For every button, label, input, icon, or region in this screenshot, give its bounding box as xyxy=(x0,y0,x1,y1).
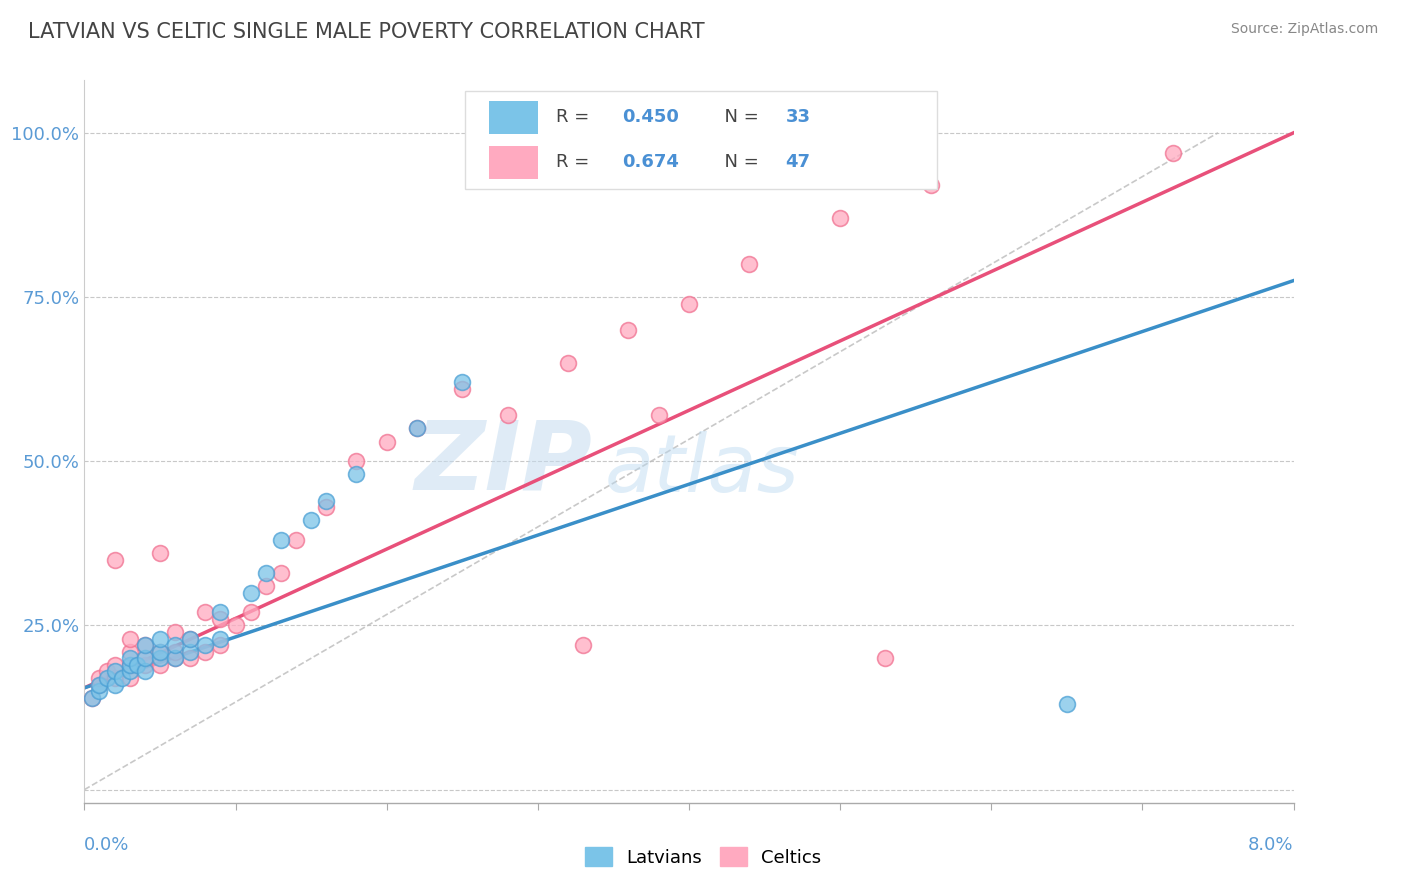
Point xyxy=(920,178,942,193)
Point xyxy=(149,657,172,672)
Point xyxy=(875,651,897,665)
Point xyxy=(134,638,156,652)
Point xyxy=(118,671,141,685)
Point xyxy=(209,612,232,626)
Point xyxy=(346,467,368,482)
Point xyxy=(254,579,277,593)
Point xyxy=(179,651,201,665)
Point xyxy=(104,553,127,567)
Point xyxy=(179,645,201,659)
Point xyxy=(165,638,187,652)
Point xyxy=(165,651,187,665)
Point xyxy=(118,657,141,672)
Point xyxy=(165,651,187,665)
Point xyxy=(209,638,232,652)
Point xyxy=(118,657,141,672)
Text: 0.0%: 0.0% xyxy=(84,836,129,854)
Text: 0.674: 0.674 xyxy=(623,153,679,171)
Point xyxy=(617,323,640,337)
Point xyxy=(96,665,118,679)
Text: LATVIAN VS CELTIC SINGLE MALE POVERTY CORRELATION CHART: LATVIAN VS CELTIC SINGLE MALE POVERTY CO… xyxy=(28,22,704,42)
Point xyxy=(496,409,519,423)
Point xyxy=(118,632,141,646)
Point xyxy=(179,632,201,646)
Point xyxy=(375,434,398,449)
Point xyxy=(225,618,247,632)
Point xyxy=(89,671,111,685)
Point xyxy=(315,500,337,515)
Point xyxy=(557,356,579,370)
Text: N =: N = xyxy=(713,108,765,127)
FancyBboxPatch shape xyxy=(489,146,538,178)
Point xyxy=(80,690,103,705)
Text: 47: 47 xyxy=(786,153,811,171)
Point xyxy=(149,645,172,659)
Point xyxy=(270,566,292,580)
Point xyxy=(89,677,111,691)
Point xyxy=(270,533,292,547)
Point xyxy=(134,657,156,672)
Point xyxy=(118,665,141,679)
Point xyxy=(830,211,852,226)
Point xyxy=(285,533,308,547)
Point xyxy=(134,665,156,679)
Point xyxy=(104,671,127,685)
Text: R =: R = xyxy=(555,153,595,171)
Text: 0.450: 0.450 xyxy=(623,108,679,127)
Point xyxy=(118,651,141,665)
Point xyxy=(149,651,172,665)
Point xyxy=(118,645,141,659)
Point xyxy=(179,632,201,646)
Point xyxy=(239,585,262,599)
Point xyxy=(451,382,474,396)
Point xyxy=(315,493,337,508)
Point xyxy=(80,690,103,705)
Point xyxy=(104,665,127,679)
Text: atlas: atlas xyxy=(605,432,799,509)
Point xyxy=(1056,698,1078,712)
Point xyxy=(104,677,127,691)
Point xyxy=(194,605,217,619)
Point xyxy=(299,513,322,527)
Point xyxy=(149,632,172,646)
FancyBboxPatch shape xyxy=(489,101,538,134)
Point xyxy=(194,638,217,652)
Point xyxy=(89,684,111,698)
Text: 33: 33 xyxy=(786,108,811,127)
Point xyxy=(111,671,134,685)
Point xyxy=(451,376,474,390)
Point xyxy=(149,546,172,560)
Text: R =: R = xyxy=(555,108,595,127)
Text: N =: N = xyxy=(713,153,765,171)
Point xyxy=(96,671,118,685)
Point xyxy=(194,645,217,659)
Text: 8.0%: 8.0% xyxy=(1249,836,1294,854)
Point xyxy=(239,605,262,619)
Point xyxy=(738,257,761,271)
Point xyxy=(254,566,277,580)
Point xyxy=(165,645,187,659)
Point xyxy=(209,605,232,619)
FancyBboxPatch shape xyxy=(465,91,936,189)
Point xyxy=(134,651,156,665)
Point xyxy=(346,454,368,468)
Point xyxy=(134,638,156,652)
Point xyxy=(572,638,595,652)
Text: ZIP: ZIP xyxy=(415,417,592,509)
Point xyxy=(406,421,429,435)
Point xyxy=(1161,145,1184,160)
Point xyxy=(149,645,172,659)
Text: Source: ZipAtlas.com: Source: ZipAtlas.com xyxy=(1230,22,1378,37)
Point xyxy=(648,409,671,423)
Point xyxy=(165,625,187,640)
Point xyxy=(89,677,111,691)
Point xyxy=(678,296,700,310)
Point xyxy=(406,421,429,435)
Point xyxy=(209,632,232,646)
Legend: Latvians, Celtics: Latvians, Celtics xyxy=(578,840,828,874)
Point xyxy=(104,657,127,672)
Point xyxy=(127,657,149,672)
Point xyxy=(134,651,156,665)
